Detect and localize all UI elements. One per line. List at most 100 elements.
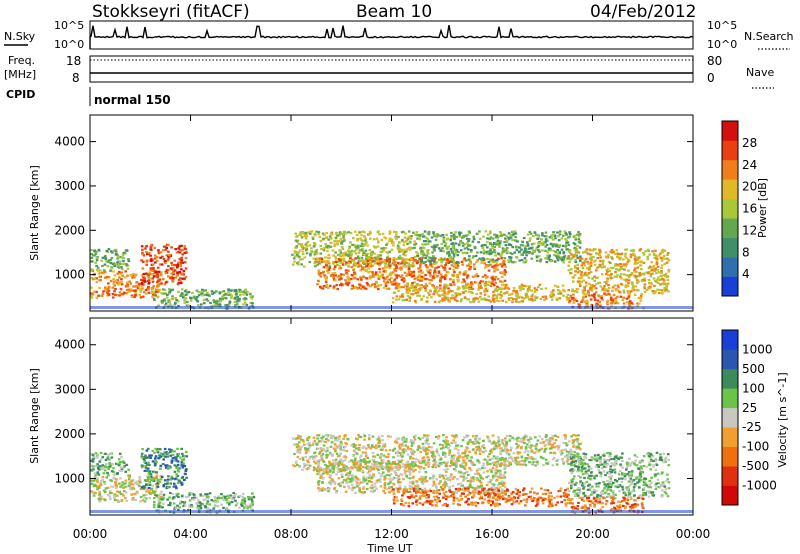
power-cell xyxy=(322,270,325,273)
power-cell xyxy=(167,244,170,247)
velocity-cell xyxy=(354,444,358,447)
power-cell xyxy=(90,286,93,289)
velocity-cell xyxy=(114,482,118,485)
velocity-cell xyxy=(243,497,247,500)
power-cell xyxy=(324,275,328,278)
power-cell xyxy=(484,266,487,269)
power-cell xyxy=(449,283,452,286)
power-cell xyxy=(627,290,630,293)
power-cell xyxy=(586,274,589,277)
power-cell xyxy=(125,284,129,287)
power-cell xyxy=(588,257,592,260)
velocity-cell xyxy=(137,482,140,485)
power-cell xyxy=(170,263,174,266)
velocity-cell xyxy=(345,473,348,476)
power-cell xyxy=(205,298,208,301)
velocity-cell xyxy=(91,458,95,461)
power-cell xyxy=(413,281,416,284)
power-cell xyxy=(394,282,398,285)
power-cell xyxy=(177,290,180,293)
power-cell xyxy=(507,287,511,290)
power-cell xyxy=(622,291,626,294)
power-cell xyxy=(412,270,416,273)
power-cell xyxy=(110,250,113,253)
velocity-cell xyxy=(361,451,365,454)
power-cell xyxy=(544,245,547,248)
velocity-cell xyxy=(122,465,126,468)
power-cell xyxy=(558,231,561,235)
power-cell xyxy=(132,289,135,292)
power-cell xyxy=(656,288,659,291)
power-cell xyxy=(657,271,661,274)
power-cell xyxy=(449,237,453,240)
power-cell xyxy=(477,241,480,244)
velocity-cell xyxy=(157,457,160,460)
power-cell xyxy=(304,231,308,234)
power-cell xyxy=(356,262,360,265)
velocity-cell xyxy=(122,461,126,464)
power-cell xyxy=(309,254,312,257)
power-cell xyxy=(470,281,473,284)
velocity-cell xyxy=(412,475,415,478)
power-cell xyxy=(489,260,493,263)
velocity-cell xyxy=(132,493,135,496)
velocity-cell xyxy=(315,455,318,458)
velocity-cell xyxy=(315,443,319,446)
velocity-cell xyxy=(427,465,430,468)
power-cell xyxy=(486,237,489,240)
power-cell xyxy=(476,297,479,300)
power-cell xyxy=(596,299,600,302)
power-cell xyxy=(467,238,471,241)
power-cell xyxy=(574,259,577,262)
velocity-cell xyxy=(421,479,425,482)
power-cell xyxy=(470,249,473,252)
power-cell xyxy=(568,231,571,234)
power-cell xyxy=(350,287,354,290)
power-cell xyxy=(456,288,460,291)
power-cell xyxy=(406,273,409,276)
power-cell xyxy=(666,258,670,261)
velocity-cell xyxy=(98,460,102,463)
power-cell xyxy=(109,262,112,265)
power-cell xyxy=(426,238,430,241)
velocity-cell xyxy=(493,463,496,467)
power-cell xyxy=(339,261,342,264)
power-cell xyxy=(372,238,376,241)
power-cell xyxy=(383,236,386,239)
power-cell xyxy=(433,300,437,303)
power-cell xyxy=(395,276,399,279)
power-cell xyxy=(113,284,116,287)
power-cell xyxy=(395,274,399,277)
power-cell xyxy=(452,235,456,238)
power-cell xyxy=(577,241,581,244)
velocity-cell xyxy=(146,456,149,459)
velocity-cell xyxy=(400,473,404,476)
power-cell xyxy=(373,283,377,286)
velocity-cell xyxy=(321,453,325,456)
power-cell xyxy=(552,288,555,292)
power-cell xyxy=(112,262,115,265)
power-cell xyxy=(655,272,658,275)
power-cell xyxy=(309,230,312,233)
velocity-cell xyxy=(230,501,234,504)
power-cell xyxy=(128,280,131,283)
power-cell xyxy=(429,275,433,278)
power-cell xyxy=(318,235,322,239)
velocity-cell xyxy=(338,435,341,438)
power-cell xyxy=(666,283,669,286)
power-cell xyxy=(538,283,542,286)
power-cell xyxy=(456,278,459,281)
power-cell xyxy=(631,250,635,253)
power-cell xyxy=(524,292,528,295)
power-cell xyxy=(416,255,420,258)
power-cell xyxy=(195,289,199,292)
power-cell xyxy=(639,264,642,267)
power-cell xyxy=(104,257,108,261)
power-cell xyxy=(418,294,422,297)
power-cell xyxy=(466,242,469,245)
velocity-cell xyxy=(160,498,164,501)
velocity-cell xyxy=(392,483,396,486)
velocity-cell xyxy=(119,477,122,480)
power-cell xyxy=(625,297,628,300)
velocity-cell xyxy=(102,467,105,470)
